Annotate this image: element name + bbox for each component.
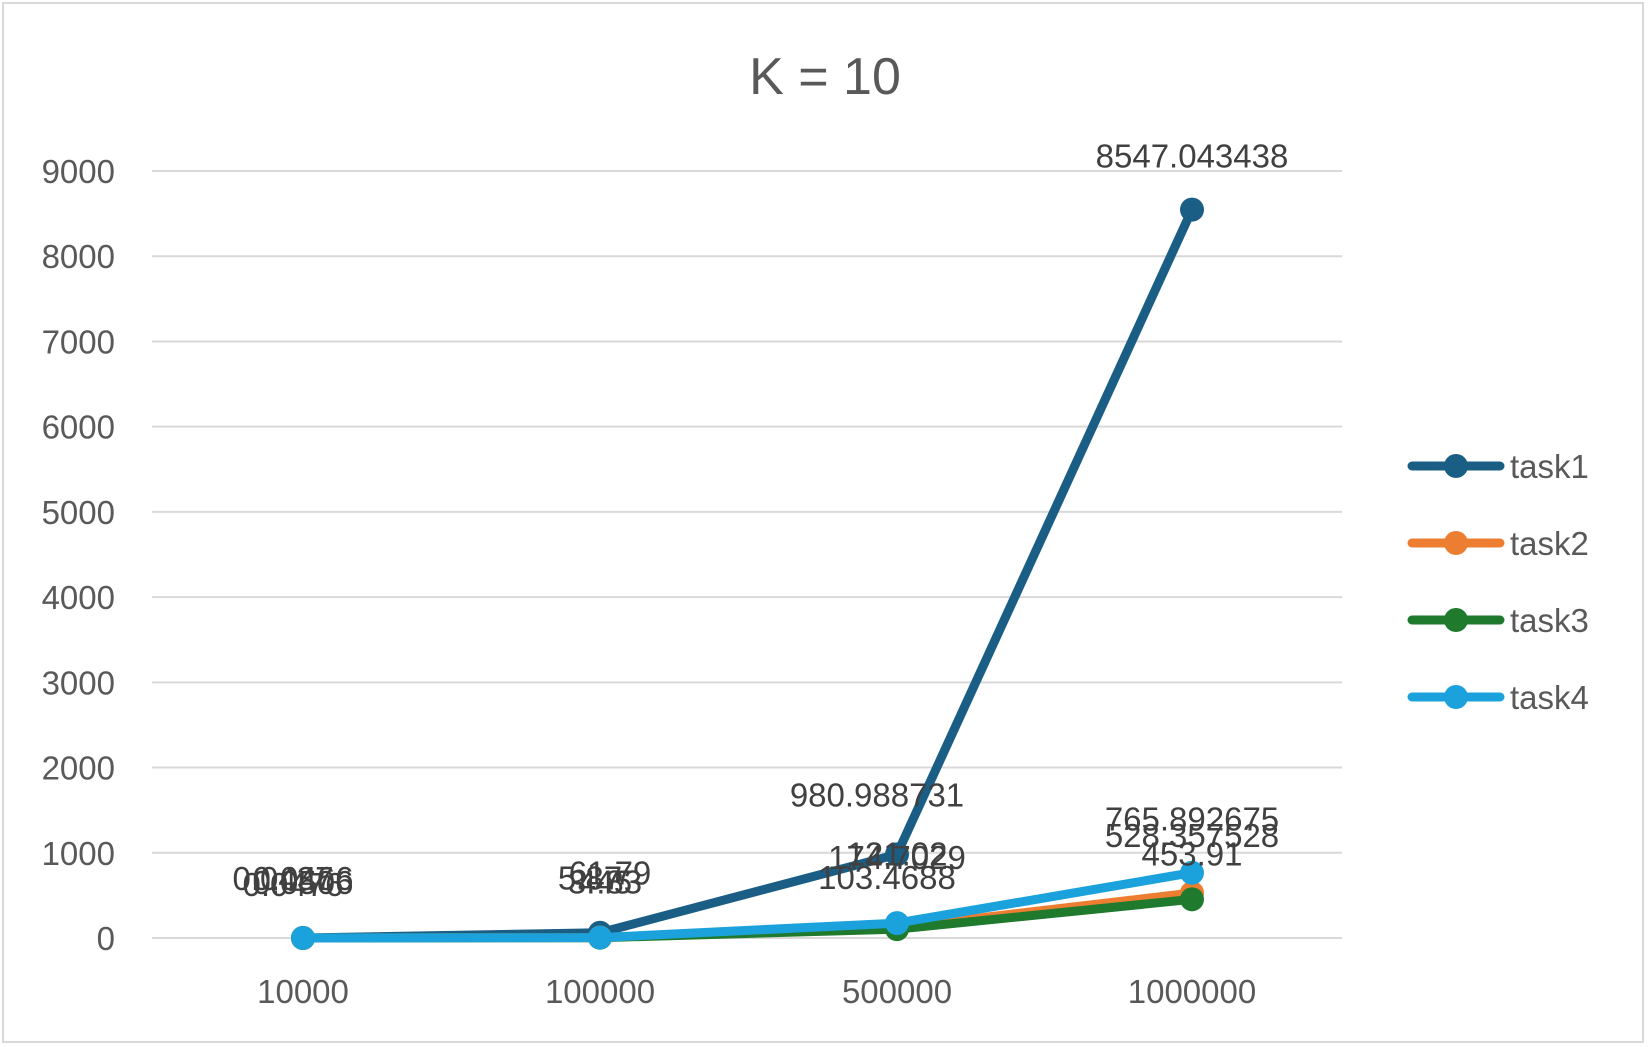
data-point-task3: [1180, 887, 1204, 912]
legend-label-task2: task2: [1510, 525, 1589, 562]
y-axis-ticks: 0 1000 2000 3000 4000 5000 6000 7000 8000 9000: [42, 153, 115, 957]
legend-item-task4: task4: [1407, 679, 1589, 716]
data-label-task4: 174.7029: [828, 839, 966, 876]
data-point-task4: [291, 925, 315, 950]
series-task1: [291, 197, 1204, 950]
data-point-task4: [1180, 860, 1204, 885]
x-axis-ticks: 10000 100000 500000 1000000: [257, 973, 1256, 1010]
legend-marker-task2: [1444, 531, 1468, 555]
data-point-task4: [885, 911, 909, 936]
data-labels: 0.0437 61.79 980.988731 8547.043438 0.0466 5.…: [233, 138, 1289, 903]
data-label-task4: 4.83: [578, 864, 642, 901]
legend-marker-task4: [1444, 685, 1468, 709]
data-point-task1: [1180, 197, 1204, 222]
data-point-task1: [885, 842, 909, 867]
legend-marker-task1: [1444, 454, 1468, 478]
data-label-task3: 0.0506: [253, 864, 354, 901]
legend-item-task3: task3: [1407, 602, 1589, 639]
data-label-task3: 3.45: [568, 864, 632, 901]
chart-title: K = 10: [749, 48, 901, 106]
x-tick-label: 100000: [545, 973, 655, 1010]
data-label-task4: 0.0476: [243, 866, 344, 903]
series-line-task1: [298, 205, 1197, 943]
y-tick-label: 8000: [42, 238, 115, 275]
y-tick-label: 6000: [42, 409, 115, 446]
y-tick-label: 5000: [42, 494, 115, 531]
legend-label-task1: task1: [1510, 448, 1589, 485]
legend-item-task1: task1: [1407, 448, 1589, 485]
x-tick-label: 1000000: [1128, 973, 1256, 1010]
data-label-task2: 528.357528: [1105, 817, 1279, 854]
data-label-task3: 103.4688: [818, 859, 956, 896]
x-tick-label: 10000: [257, 973, 349, 1010]
legend-item-task2: task2: [1407, 525, 1589, 562]
data-label-task1: 8547.043438: [1096, 138, 1289, 175]
data-label-task3: 453.91: [1142, 835, 1243, 872]
y-tick-label: 0: [97, 920, 115, 957]
data-label-task4: 765.892675: [1105, 801, 1279, 838]
y-tick-label: 9000: [42, 153, 115, 190]
x-tick-label: 500000: [842, 973, 952, 1010]
data-label-task2: 121.02: [847, 836, 948, 873]
legend: task1 task2 task3 task4: [1407, 448, 1589, 716]
y-tick-label: 7000: [42, 323, 115, 360]
series-layer: [291, 197, 1204, 950]
data-label-task1: 61.79: [569, 855, 652, 892]
legend-label-task4: task4: [1510, 679, 1589, 716]
legend-marker-task3: [1444, 608, 1468, 632]
y-tick-label: 4000: [42, 579, 115, 616]
y-tick-label: 1000: [42, 835, 115, 872]
legend-label-task3: task3: [1510, 602, 1589, 639]
y-tick-label: 2000: [42, 750, 115, 787]
series-line-task4: [298, 868, 1197, 943]
data-label-task1: 0.0437: [233, 860, 334, 897]
data-point-task4: [588, 925, 612, 950]
y-tick-label: 3000: [42, 664, 115, 701]
data-label-task1: 980.988731: [790, 776, 964, 813]
data-label-task2: 5.87: [558, 859, 622, 896]
series-task4: [291, 860, 1204, 950]
data-label-task2: 0.0466: [253, 860, 354, 897]
